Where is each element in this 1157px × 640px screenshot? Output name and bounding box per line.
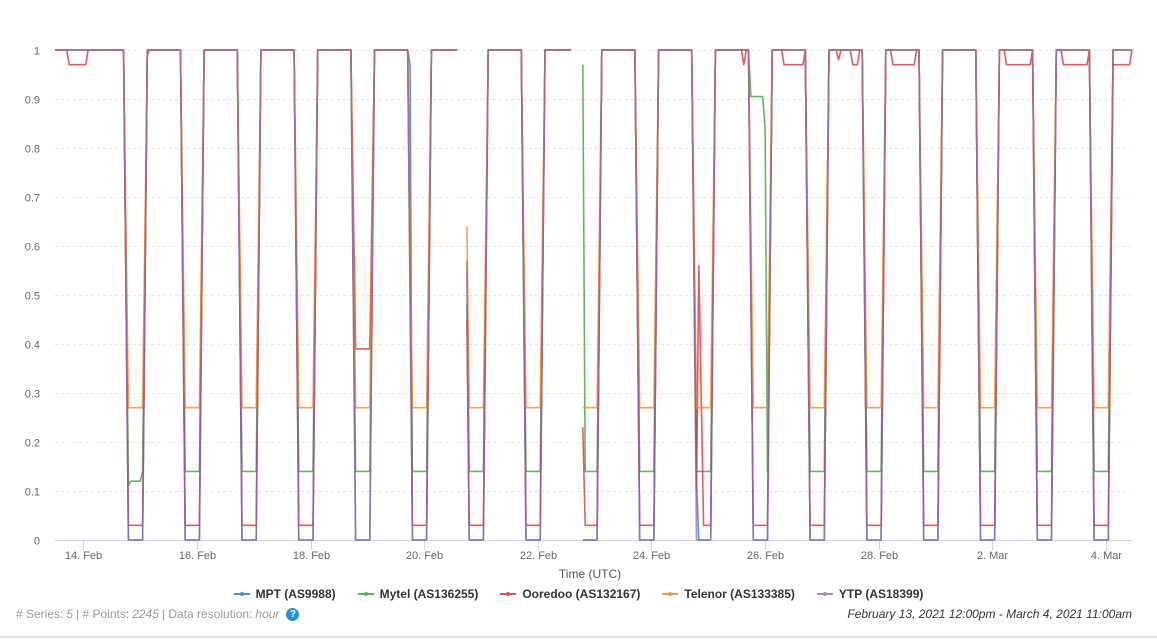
series-line-mytel [55,49,1132,487]
help-icon[interactable]: ? [286,607,300,621]
y-tick-label: 0 [34,536,40,548]
divider [0,636,1157,638]
legend-item-telenor[interactable]: Telenor (AS133385) [662,587,795,601]
legend-label: Telenor (AS133385) [684,587,795,601]
legend-line-icon [357,592,374,596]
y-tick-label: 0.5 [25,291,40,303]
x-tick-label: 18. Feb [293,550,330,562]
grid-lines [55,50,1132,492]
points-count-label: | # Points: [76,607,130,621]
x-tick-label: 4. Mar [1091,550,1123,562]
series-lines [55,49,1133,541]
series-line-telenor [55,49,1132,409]
y-tick-label: 0.7 [25,193,40,205]
y-tick-label: 1 [34,46,40,58]
legend-item-ooredoo[interactable]: Ooredoo (AS132167) [500,587,640,601]
x-tick-label: 22. Feb [520,550,557,562]
x-tick-label: 2. Mar [977,550,1009,562]
x-tick-label: 16. Feb [179,550,216,562]
x-axis-ticks: 14. Feb 16. Feb 18. Feb 20. Feb 22. Feb 24. F… [65,540,1123,562]
series-line-ooredoo [55,49,1133,527]
y-tick-label: 0.1 [25,487,40,499]
legend-line-icon [816,592,833,596]
legend-line-icon [500,592,517,596]
data-resolution-label: | Data resolution: [161,607,253,621]
legend: MPT (AS9988) Mytel (AS136255) Ooredoo (A… [0,587,1157,601]
legend-line-icon [233,592,250,596]
line-chart: 0 0.1 0.2 0.3 0.4 0.5 0.6 0.7 0.8 0.9 1 14. Feb 16.… [25,46,1133,581]
data-resolution: hour [255,607,280,621]
legend-item-mpt[interactable]: MPT (AS9988) [233,587,336,601]
time-range: February 13, 2021 12:00pm - March 4, 202… [847,607,1132,621]
legend-label: Mytel (AS136255) [379,587,479,601]
y-axis-tick-labels: 0 0.1 0.2 0.3 0.4 0.5 0.6 0.7 0.8 0.9 1 [25,46,40,548]
series-count-label: # Series: [16,607,64,621]
y-tick-label: 0.3 [25,389,40,401]
x-tick-label: 28. Feb [861,550,898,562]
y-tick-label: 0.2 [25,438,40,450]
x-tick-label: 20. Feb [406,550,443,562]
x-tick-label: 24. Feb [633,550,670,562]
series-line-mpt [55,49,1132,541]
y-tick-label: 0.6 [25,242,40,254]
x-tick-label: 14. Feb [65,550,102,562]
legend-item-mytel[interactable]: Mytel (AS136255) [357,587,479,601]
series-count: 5 [66,607,74,621]
series-line-ytp [55,49,1132,541]
points-count: 2245 [132,607,159,621]
legend-line-icon [662,592,679,596]
y-tick-label: 0.9 [25,95,40,107]
legend-label: Ooredoo (AS132167) [522,587,641,601]
x-tick-label: 26. Feb [747,550,784,562]
y-tick-label: 0.4 [25,340,40,352]
y-tick-label: 0.8 [25,144,40,156]
legend-item-ytp[interactable]: YTP (AS18399) [816,587,924,601]
legend-label: MPT (AS9988) [255,587,336,601]
x-axis-title: Time (UTC) [559,567,621,581]
chart-stats: # Series: 5 | # Points: 2245 | Data reso… [16,607,300,621]
legend-label: YTP (AS18399) [838,587,924,601]
